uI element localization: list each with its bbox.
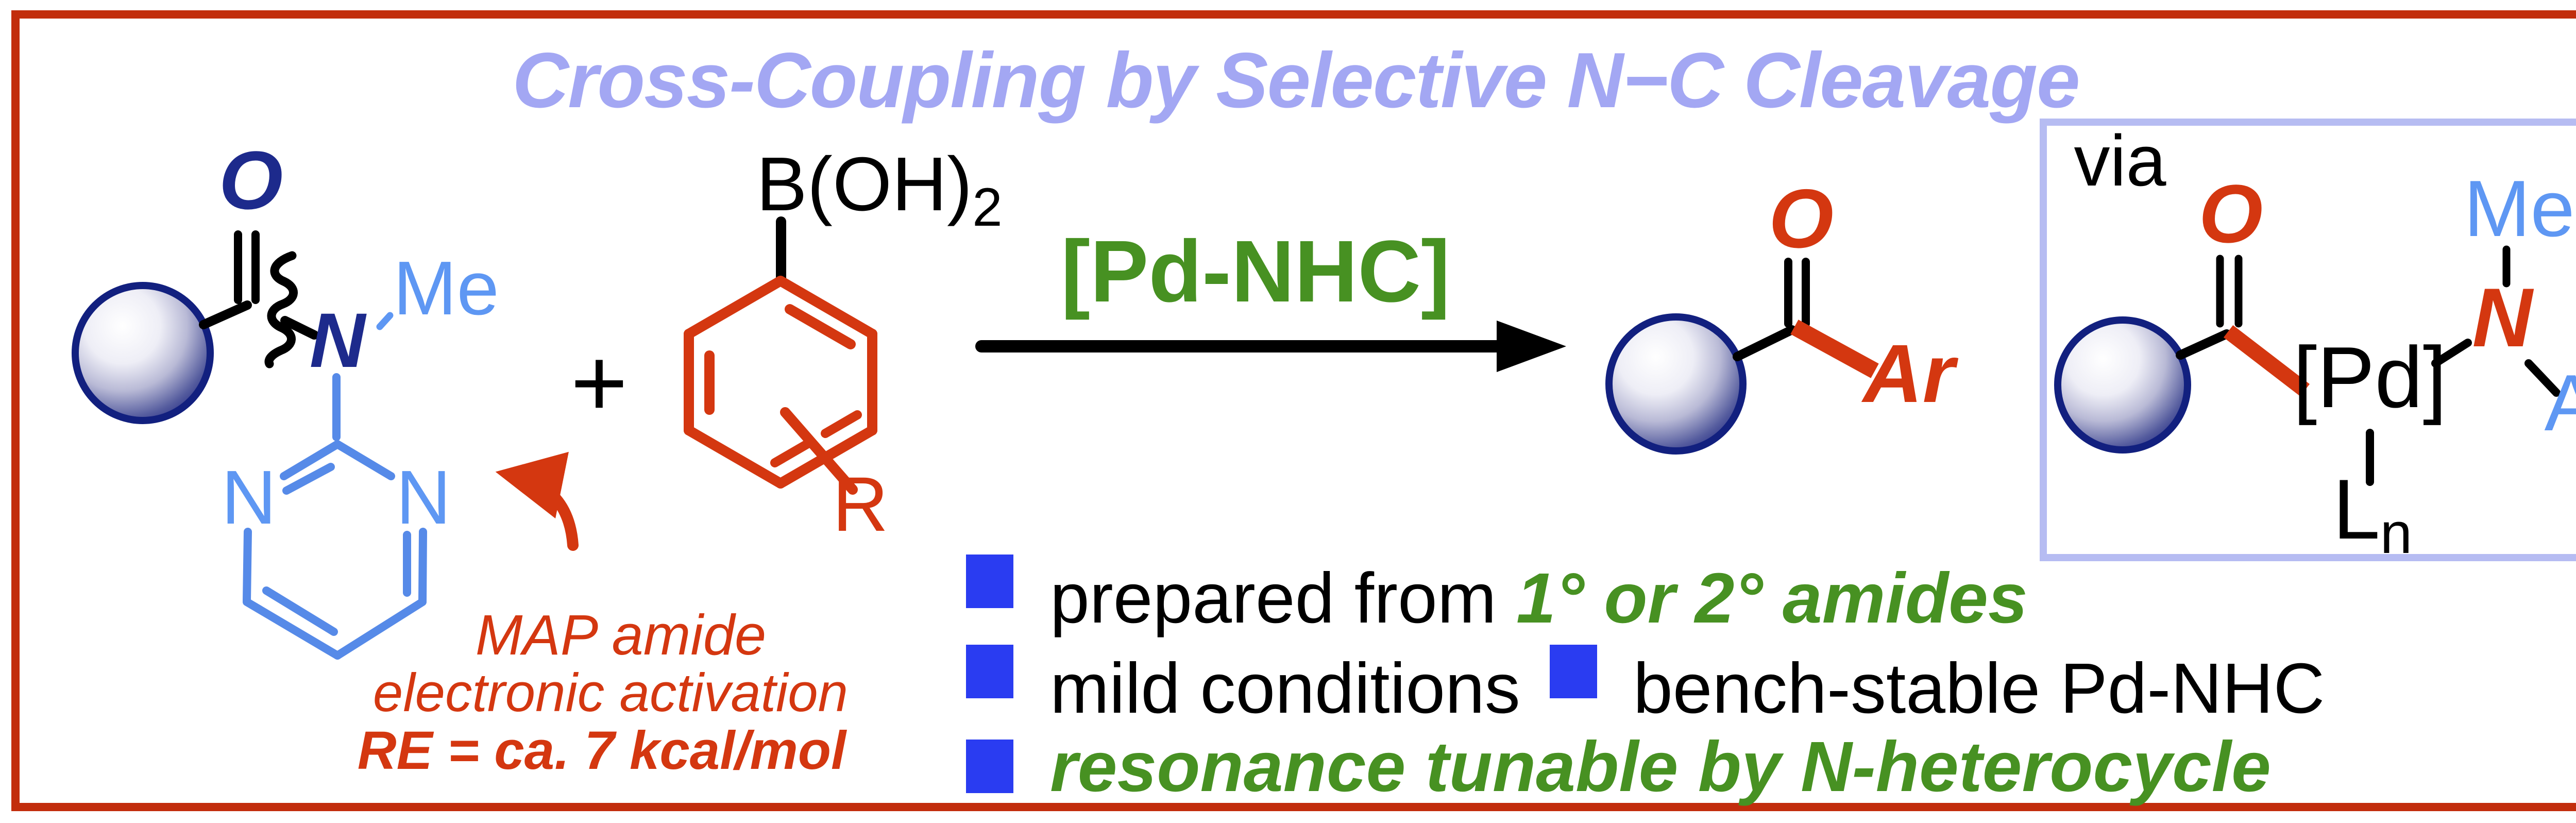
bullet-square bbox=[966, 555, 1013, 608]
reactant-nitrogen-label: N bbox=[310, 297, 367, 383]
ring-edge-double-inner bbox=[262, 586, 338, 636]
scheme-title: Cross-Coupling by Selective N−C Cleavage bbox=[512, 37, 2079, 124]
ring-edge-dashed-inner bbox=[821, 410, 862, 438]
via-label: via bbox=[2074, 120, 2166, 201]
boronic-formula: B(OH)2 bbox=[756, 142, 1003, 238]
reactant-oxygen-label: O bbox=[219, 134, 283, 226]
ring-edge-dashed-inner bbox=[770, 440, 811, 467]
ring-edge-double-inner bbox=[785, 304, 856, 349]
reactant-amide: O N Me N N MAP amide electronic activati… bbox=[72, 134, 848, 781]
benzene-ring bbox=[684, 276, 877, 495]
outer-frame bbox=[11, 10, 2576, 811]
ring-edge bbox=[243, 598, 342, 660]
activation-curved-arrow bbox=[495, 451, 579, 551]
bullet-one-green-text: 1° or 2° amides bbox=[1516, 559, 2027, 638]
ring-edge bbox=[684, 276, 786, 339]
pyrimidine-ring: N N bbox=[222, 373, 451, 660]
bullet-one-black-text: prepared from bbox=[1050, 559, 1516, 638]
ring-edge bbox=[333, 598, 427, 660]
cleavage-squiggle-bond bbox=[264, 251, 298, 368]
boronic-group-text: B(OH) bbox=[756, 142, 972, 227]
via-ligand-label: Ln bbox=[2333, 462, 2412, 565]
bullet-square bbox=[966, 740, 1013, 793]
via-oxygen-label: O bbox=[2199, 167, 2263, 260]
ligand-l-text: L bbox=[2333, 462, 2380, 557]
bullet-square bbox=[966, 645, 1013, 698]
c-n-bond-stub bbox=[280, 316, 319, 340]
ring-nitrogen-right-label: N bbox=[396, 455, 451, 540]
product-ketone: O Ar bbox=[1605, 172, 1959, 455]
plus-sign: + bbox=[571, 328, 628, 438]
reactant-sphere bbox=[72, 282, 214, 424]
activation-note-line2: electronic activation bbox=[373, 663, 848, 723]
boronic-subscript: 2 bbox=[972, 177, 1002, 238]
sphere-carbonyl-bond bbox=[199, 300, 252, 329]
via-sphere bbox=[2054, 316, 2191, 454]
via-nitrogen-label: N bbox=[2472, 271, 2534, 364]
ring-edge bbox=[775, 276, 877, 339]
product-oxygen-label: O bbox=[1769, 172, 1834, 265]
catalyst-label: [Pd-NHC] bbox=[1061, 223, 1450, 321]
ring-edge bbox=[243, 528, 252, 604]
via-palladium-label: [Pd] bbox=[2293, 329, 2447, 426]
reaction-arrow-head bbox=[1497, 321, 1566, 372]
bullet-one: prepared from 1° or 2° amides bbox=[1050, 559, 2028, 638]
n-aryl-bond bbox=[2524, 359, 2561, 397]
ring-edge bbox=[684, 425, 786, 489]
product-aryl-label: Ar bbox=[1861, 327, 1959, 419]
pd-n-bond bbox=[2431, 339, 2472, 367]
n-methyl-bond bbox=[376, 312, 394, 330]
sphere-carbonyl-bond bbox=[2176, 329, 2231, 360]
bullet-three: bench-stable Pd-NHC bbox=[1633, 649, 2325, 728]
ring-edge-double-inner bbox=[282, 463, 335, 495]
c-ar-new-bond bbox=[1790, 320, 1879, 378]
bullet-four: resonance tunable by N-heterocycle bbox=[1050, 727, 2271, 807]
ring-edge bbox=[333, 440, 395, 480]
ring-edge bbox=[280, 440, 342, 480]
activation-note-line3: RE = ca. 7 kcal/mol bbox=[358, 720, 847, 781]
ligand-subscript: n bbox=[2380, 501, 2412, 565]
via-box: via O [Pd] N Me Ar Ln bbox=[2040, 119, 2576, 565]
via-aryl-label: Ar bbox=[2545, 358, 2576, 447]
via-methyl-label: Me bbox=[2464, 164, 2574, 253]
product-sphere bbox=[1605, 313, 1747, 455]
reaction-arrow-group: [Pd-NHC] bbox=[975, 223, 1566, 372]
bullet-square bbox=[1550, 645, 1597, 698]
reactant-methyl-label: Me bbox=[393, 246, 499, 331]
sphere-carbonyl-bond bbox=[1733, 325, 1797, 361]
activation-note-line1: MAP amide bbox=[476, 603, 766, 667]
c-pd-bond bbox=[2223, 325, 2310, 397]
feature-bullets: prepared from 1° or 2° amides mild condi… bbox=[966, 555, 2325, 807]
substituent-r-label: R bbox=[833, 461, 888, 547]
ring-nitrogen-left-label: N bbox=[222, 455, 277, 540]
variable-substituent-bond bbox=[780, 407, 858, 495]
bullet-two: mild conditions bbox=[1050, 649, 1520, 728]
boronic-acid: B(OH)2 R bbox=[684, 142, 1003, 547]
ring-edge bbox=[418, 528, 427, 604]
